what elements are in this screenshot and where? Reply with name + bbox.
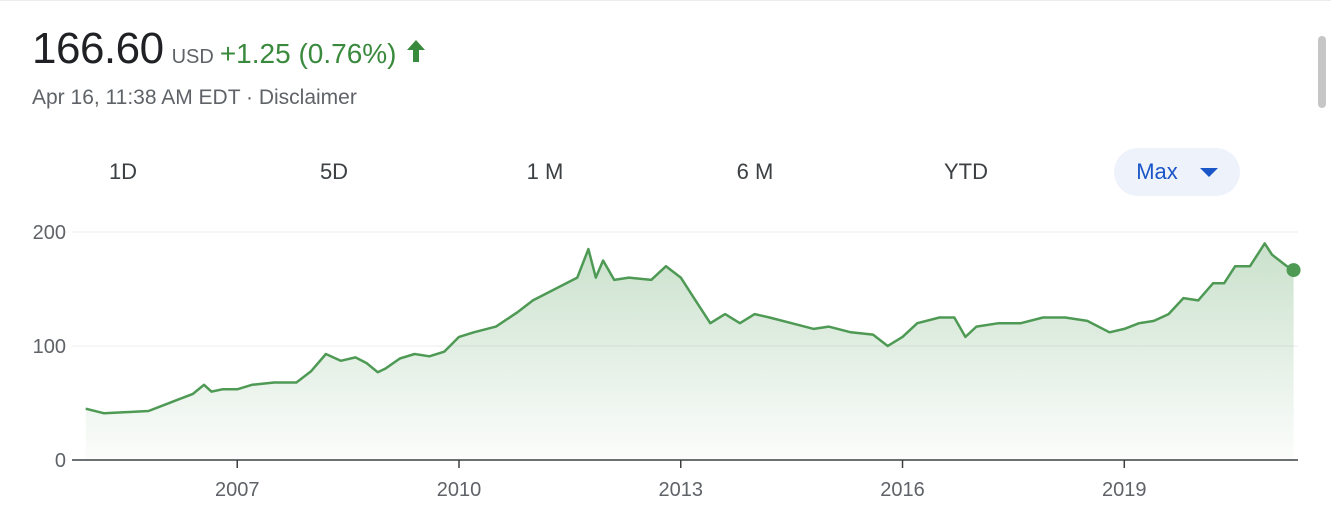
x-tick-label: 2007 bbox=[215, 479, 260, 501]
tab-5d[interactable]: 5D bbox=[319, 159, 349, 184]
currency-label: USD bbox=[171, 46, 214, 68]
price-change: +1.25 (0.76%) bbox=[219, 38, 397, 69]
quote-header: 166.60 USD +1.25 (0.76%) bbox=[32, 24, 426, 74]
y-tick-label: 0 bbox=[55, 450, 66, 472]
price-area bbox=[85, 243, 1294, 460]
meta-separator: · bbox=[240, 86, 259, 109]
x-tick-label: 2016 bbox=[880, 479, 925, 501]
tab-max-label: Max bbox=[1136, 159, 1178, 184]
top-divider bbox=[0, 0, 1331, 1]
range-tabs: 1D 5D 1 M 6 M YTD Max bbox=[0, 148, 1331, 196]
last-price-dot bbox=[1286, 263, 1301, 278]
tab-ytd[interactable]: YTD bbox=[944, 159, 988, 184]
price-line bbox=[85, 242, 1295, 415]
y-tick-label: 100 bbox=[33, 336, 66, 358]
price-chart: 0 100 200 2007 2010 2013 2016 2019 bbox=[33, 222, 1301, 501]
quote-timestamp: Apr 16, 11:38 AM EDT bbox=[32, 86, 241, 109]
dropdown-triangle-icon bbox=[1199, 167, 1218, 177]
quote-meta: Apr 16, 11:38 AM EDT · Disclaimer bbox=[32, 86, 357, 110]
x-tick-label: 2010 bbox=[437, 479, 482, 501]
tab-1d[interactable]: 1D bbox=[108, 159, 138, 184]
y-tick-label: 200 bbox=[33, 222, 66, 244]
tab-1m[interactable]: 1 M bbox=[526, 159, 564, 184]
x-tick-label: 2013 bbox=[659, 479, 704, 501]
tab-6m[interactable]: 6 M bbox=[736, 159, 774, 184]
disclaimer-link[interactable]: Disclaimer bbox=[258, 86, 357, 109]
tab-max[interactable]: Max bbox=[1114, 148, 1240, 196]
scrollbar-thumb[interactable] bbox=[1318, 36, 1326, 108]
current-price: 166.60 bbox=[32, 24, 164, 73]
up-arrow-icon bbox=[406, 39, 426, 63]
x-tick-label: 2019 bbox=[1102, 479, 1147, 501]
